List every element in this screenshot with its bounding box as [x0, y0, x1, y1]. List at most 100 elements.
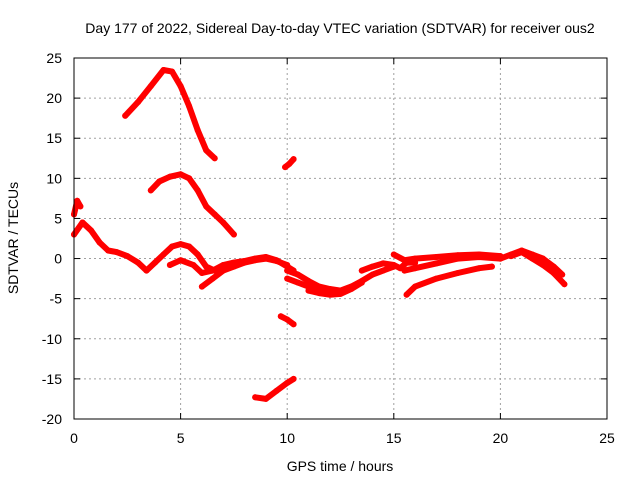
data-point	[476, 254, 483, 260]
data-point	[203, 203, 210, 210]
data-point	[286, 160, 293, 167]
data-point	[241, 259, 248, 266]
data-point	[160, 67, 167, 73]
data-point	[380, 267, 387, 274]
data-point	[433, 254, 440, 260]
data-point	[290, 321, 297, 328]
data-point	[186, 243, 193, 250]
data-point	[561, 281, 568, 288]
data-point	[282, 164, 289, 171]
data-point	[284, 267, 291, 274]
y-tick-label: 0	[54, 251, 62, 267]
data-point	[209, 275, 216, 282]
data-point	[79, 219, 86, 226]
data-point	[211, 155, 218, 162]
data-point	[273, 387, 280, 394]
y-tick-label: 20	[46, 90, 62, 106]
data-point	[290, 156, 297, 163]
y-axis-label: SDTVAR / TECUs	[5, 182, 21, 294]
data-point	[284, 316, 291, 323]
data-point	[284, 379, 291, 386]
data-point	[190, 262, 197, 268]
data-point	[152, 259, 158, 266]
data-point	[166, 262, 173, 268]
plot-frame	[73, 57, 608, 420]
x-tick-label: 10	[279, 430, 295, 446]
data-point	[412, 255, 419, 262]
data-point	[122, 112, 129, 119]
data-point	[147, 187, 154, 194]
data-point	[326, 287, 333, 294]
data-point	[262, 255, 269, 262]
data-point	[252, 394, 259, 401]
chart-title: Day 177 of 2022, Sidereal Day-to-day VTE…	[85, 20, 595, 36]
data-point	[550, 263, 557, 270]
data-point	[488, 263, 495, 270]
data-point	[177, 257, 184, 264]
x-tick-label: 20	[493, 430, 509, 446]
data-point	[209, 267, 216, 274]
data-point	[529, 255, 536, 262]
x-tick-label: 0	[70, 430, 78, 446]
data-point	[105, 247, 112, 254]
data-point	[277, 313, 284, 320]
data-point	[194, 127, 201, 134]
data-point	[156, 178, 163, 185]
data-point	[508, 253, 515, 260]
data-point	[412, 283, 419, 290]
data-point	[88, 227, 95, 234]
data-point	[433, 260, 440, 267]
data-point	[166, 173, 173, 180]
data-point	[369, 271, 376, 278]
tick-layer: 0 5 10 15 20 25 25 20 15 10 5 0 -5 -10 -15 -20	[42, 50, 615, 446]
data-point	[169, 68, 176, 75]
data-point	[220, 267, 227, 274]
data-point	[294, 271, 301, 278]
y-tick-label: 5	[54, 210, 62, 226]
data-point	[390, 251, 397, 258]
data-point	[550, 270, 557, 276]
data-point	[96, 239, 103, 246]
data-point	[518, 249, 525, 256]
data-point	[305, 283, 312, 290]
data-point	[177, 171, 184, 178]
data-point	[284, 275, 291, 282]
y-tick-label: 10	[46, 170, 62, 186]
y-tick-label: 15	[46, 130, 62, 146]
data-point	[124, 253, 131, 260]
data-point	[284, 262, 291, 268]
data-point	[290, 375, 297, 382]
data-point	[194, 251, 201, 258]
data-point	[74, 197, 81, 204]
series-track-5	[71, 219, 227, 274]
y-tick-label: -10	[42, 331, 62, 347]
data-point	[348, 286, 355, 292]
series-track-1	[122, 67, 218, 162]
data-point	[203, 263, 210, 270]
grid-layer	[74, 58, 607, 419]
data-point	[177, 241, 184, 248]
data-point	[220, 262, 227, 268]
data-point	[401, 267, 408, 274]
data-point	[252, 257, 259, 264]
data-point	[113, 249, 120, 256]
series-track-2	[147, 171, 237, 238]
data-point	[135, 99, 141, 106]
data-point	[203, 147, 210, 154]
data-point	[160, 251, 167, 258]
data-point	[358, 279, 365, 286]
x-tick-label: 5	[177, 430, 185, 446]
data-point	[369, 263, 376, 270]
data-point	[135, 259, 141, 266]
data-point	[262, 395, 269, 402]
data-point	[186, 103, 193, 110]
data-point	[77, 203, 84, 210]
data-point	[230, 263, 237, 270]
data-point	[211, 211, 218, 218]
data-point	[433, 275, 440, 282]
data-point	[476, 265, 483, 272]
y-tick-label: -5	[50, 291, 63, 307]
data-point	[412, 265, 419, 272]
data-point	[198, 283, 205, 290]
